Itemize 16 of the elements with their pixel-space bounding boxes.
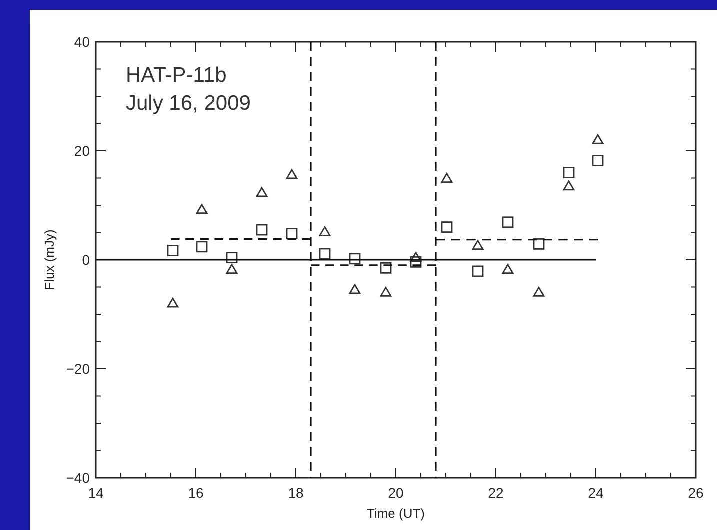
x-tick-label: 18	[288, 485, 304, 501]
x-tick-label: 24	[588, 485, 604, 501]
x-tick-label: 16	[188, 485, 204, 501]
annotation: HAT-P-11b	[126, 64, 227, 87]
x-axis-title: Time (UT)	[366, 506, 426, 521]
y-axis-title: Flux (mJy)	[42, 230, 57, 290]
x-tick-label: 20	[388, 485, 404, 501]
y-tick-label: 20	[74, 143, 90, 159]
x-tick-label: 14	[88, 485, 104, 501]
y-tick-label: 0	[82, 252, 90, 268]
x-tick-label: 22	[488, 485, 504, 501]
annotation: July 16, 2009	[126, 92, 251, 115]
x-tick-label: 26	[688, 485, 704, 501]
y-tick-label: −20	[66, 361, 90, 377]
y-tick-label: 40	[74, 34, 90, 50]
y-tick-label: −40	[66, 470, 90, 486]
